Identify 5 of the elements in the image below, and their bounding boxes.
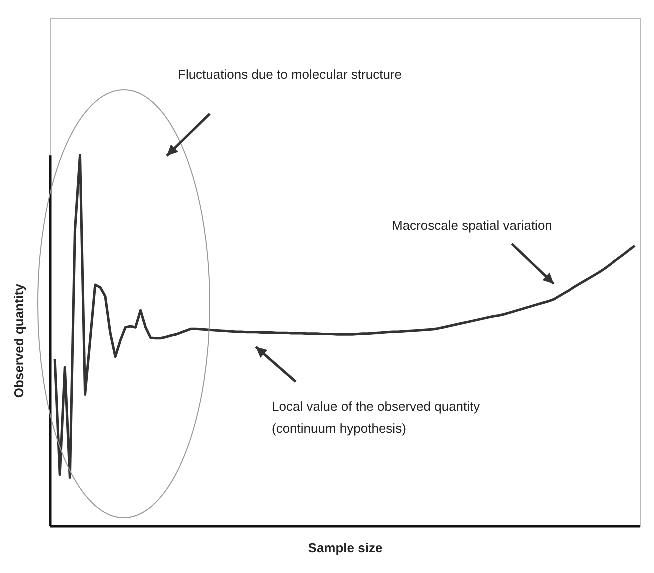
y-axis-title: Observed quantity (12, 283, 26, 398)
annotation: Macroscale spatial variation (392, 217, 554, 235)
x-axis-title: Sample size (308, 540, 383, 556)
text: Fluctuations due to molecular structure (178, 66, 403, 84)
annotation: Local value of the observed quantity (continuum hypothesis) (272, 398, 482, 438)
